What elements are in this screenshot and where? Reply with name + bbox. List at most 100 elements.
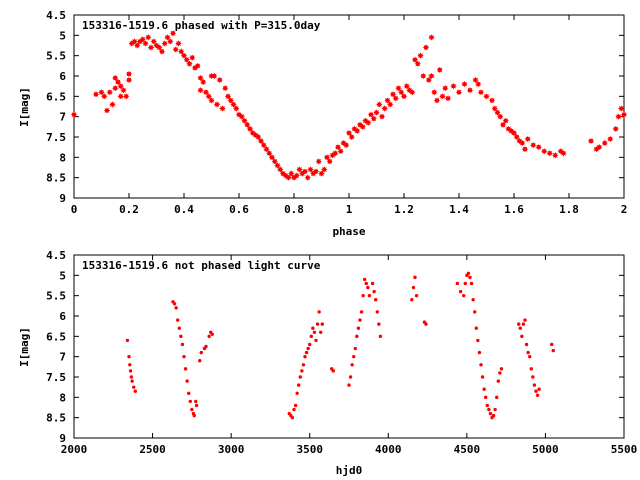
data-point (410, 298, 414, 302)
data-point (365, 119, 372, 126)
y-axis-label: I[mag] (18, 87, 31, 127)
data-point (414, 60, 421, 67)
data-point (411, 285, 416, 290)
data-point (474, 326, 478, 330)
x-tick-label: 1.6 (504, 203, 524, 216)
data-point (293, 172, 300, 179)
data-point (607, 135, 614, 143)
data-point (535, 144, 542, 151)
y-axis-label: I[mag] (18, 327, 31, 367)
data-point (502, 117, 509, 124)
data-point (292, 407, 296, 412)
data-point (612, 125, 619, 133)
data-point (129, 375, 134, 379)
data-point (296, 166, 303, 173)
data-point (491, 413, 496, 418)
plot-frame (73, 254, 625, 439)
data-point (550, 342, 554, 347)
data-point (255, 133, 262, 141)
data-point (260, 141, 267, 149)
data-point (387, 101, 394, 108)
data-point (348, 375, 353, 379)
data-point (475, 80, 482, 88)
data-point (347, 383, 351, 387)
data-point (224, 93, 232, 100)
data-point (521, 146, 529, 153)
data-point (352, 354, 356, 359)
data-point (466, 87, 474, 94)
data-point (125, 76, 133, 84)
data-point (307, 166, 314, 173)
data-point (528, 354, 532, 359)
data-point (266, 150, 273, 157)
x-tick-label: 1.8 (559, 203, 579, 216)
data-point (128, 363, 132, 367)
data-point (546, 150, 553, 157)
data-point (177, 326, 181, 330)
data-point (403, 83, 410, 90)
data-point (363, 277, 367, 282)
data-point (125, 338, 130, 343)
data-point (620, 111, 628, 118)
data-point (326, 158, 333, 165)
data-point (461, 80, 468, 88)
data-point (523, 318, 527, 322)
data-point (317, 310, 321, 314)
data-point (125, 70, 133, 78)
data-point (375, 310, 379, 314)
data-point (304, 174, 311, 181)
data-point (377, 322, 381, 326)
data-point (458, 289, 463, 294)
x-ticks: 2000 2500 3000 3500 4000 4500 5000 5500 (61, 255, 637, 456)
data-point (535, 393, 540, 397)
data-point (488, 411, 493, 416)
data-point (172, 302, 177, 306)
y-tick-label: 8.5 (46, 412, 66, 425)
data-point (301, 168, 309, 175)
y-tick-label: 6.5 (46, 330, 66, 343)
data-point (315, 322, 320, 326)
data-point (277, 166, 284, 173)
x-tick-label: 3000 (218, 443, 245, 456)
data-point (348, 133, 355, 141)
data-point (384, 97, 391, 104)
data-point (194, 62, 201, 69)
data-point (216, 76, 223, 84)
data-point (392, 95, 399, 102)
data-point (117, 93, 124, 100)
data-point (499, 121, 507, 128)
data-point (334, 144, 342, 151)
data-point (534, 389, 538, 393)
data-point (493, 407, 497, 412)
data-point (197, 74, 204, 82)
data-point (312, 168, 320, 175)
data-point (300, 369, 304, 373)
data-point (164, 34, 171, 41)
data-point (268, 154, 276, 161)
data-point (186, 60, 193, 67)
data-point (147, 44, 155, 51)
data-point (263, 146, 270, 153)
data-point (194, 403, 199, 408)
data-point (473, 310, 477, 314)
data-point (227, 97, 234, 104)
data-point (477, 89, 485, 96)
data-point (194, 399, 198, 404)
data-point (332, 150, 339, 157)
data-point (469, 281, 474, 286)
data-point (433, 97, 441, 104)
data-point (274, 162, 281, 169)
data-point (207, 334, 211, 339)
y-tick-label: 8.5 (46, 172, 66, 185)
data-point (185, 379, 189, 383)
data-point (297, 383, 301, 387)
data-point (359, 123, 366, 130)
data-point (468, 275, 472, 280)
data-point (455, 281, 460, 286)
data-point (524, 135, 531, 143)
data-point (463, 281, 467, 286)
data-point (178, 48, 185, 55)
data-point (518, 326, 522, 330)
data-point (354, 127, 361, 135)
data-point (187, 391, 191, 395)
